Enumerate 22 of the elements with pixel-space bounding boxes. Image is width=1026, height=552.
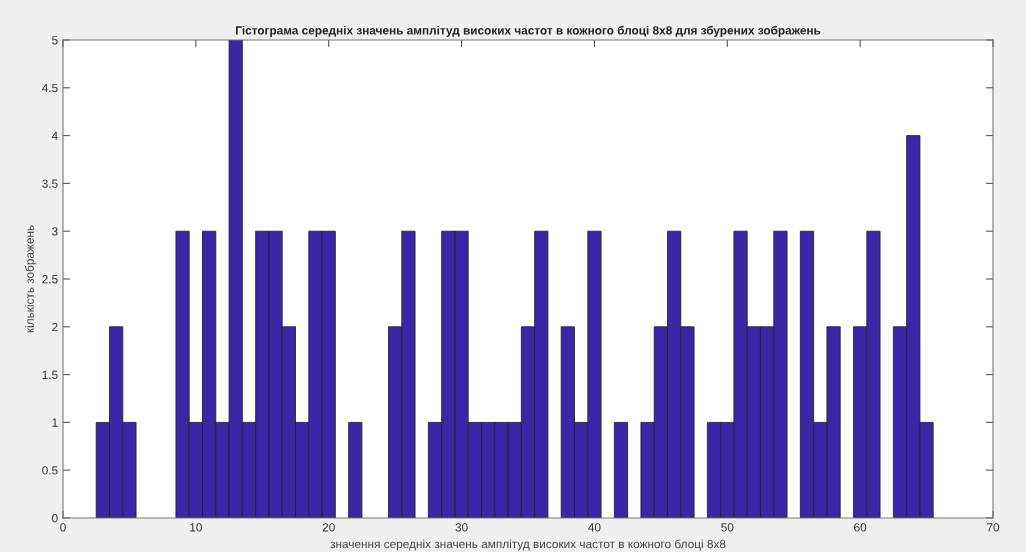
x-tick-label: 50 <box>721 523 734 532</box>
x-tick-label: 30 <box>455 523 468 532</box>
x-tick-label: 40 <box>588 523 601 532</box>
y-tick-label: 3.5 <box>42 179 58 188</box>
y-tick-label: 2 <box>52 322 58 332</box>
y-tick-label: 2.5 <box>42 275 58 284</box>
y-tick-label: 4 <box>51 131 58 140</box>
y-tick-label: 0.5 <box>42 466 58 475</box>
y-tick-label: 3 <box>52 227 58 236</box>
y-tick-label: 1 <box>52 418 58 427</box>
x-axis-title: значення середніх значень амплітуд високих частот в кожного блоці 8x8 <box>330 539 726 551</box>
x-tick-label: 10 <box>190 523 202 532</box>
y-tick-label: 0 <box>52 514 58 523</box>
y-tick-label: 1.5 <box>42 370 58 379</box>
y-axis-title: кількість зображень <box>25 225 37 333</box>
x-tick-label: 20 <box>322 523 335 532</box>
x-tick-label: 60 <box>854 523 867 532</box>
x-tick-label: 70 <box>987 523 1000 532</box>
y-tick-label: 5 <box>52 36 58 45</box>
chart-title: Гістограма середніх значень амплітуд високих частот в кожного блоці 8x8 для збурених зображень <box>235 25 821 37</box>
x-tick-label: 0 <box>60 523 66 532</box>
y-tick-label: 4.5 <box>42 83 58 93</box>
